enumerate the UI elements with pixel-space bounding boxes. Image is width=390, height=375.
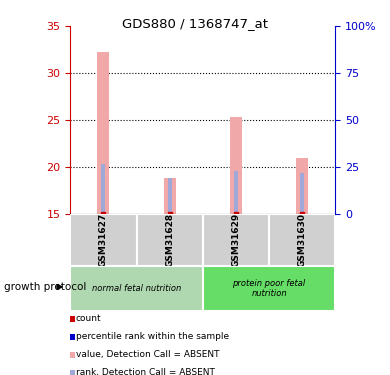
Bar [70,266,203,311]
Bar [168,178,172,214]
Text: growth protocol: growth protocol [4,282,86,292]
Text: value, Detection Call = ABSENT: value, Detection Call = ABSENT [76,350,219,359]
Bar [101,164,105,214]
Text: rank, Detection Call = ABSENT: rank, Detection Call = ABSENT [76,368,214,375]
Text: GSM31629: GSM31629 [231,213,241,267]
Bar [203,214,269,266]
Text: protein poor fetal
nutrition: protein poor fetal nutrition [232,279,306,298]
Bar [70,214,136,266]
Text: count: count [76,314,101,323]
Bar [98,53,109,214]
Bar [164,178,176,214]
Text: GDS880 / 1368747_at: GDS880 / 1368747_at [122,17,268,30]
Text: percentile rank within the sample: percentile rank within the sample [76,332,229,341]
Bar [230,117,242,214]
Text: normal fetal nutrition: normal fetal nutrition [92,284,181,293]
Text: GSM31627: GSM31627 [99,213,108,267]
Text: GSM31630: GSM31630 [298,213,307,267]
Bar [296,158,308,214]
Bar [203,266,335,311]
Bar [300,172,304,214]
Bar [269,214,335,266]
Bar [136,214,203,266]
Text: GSM31628: GSM31628 [165,213,174,267]
Bar [234,171,238,214]
